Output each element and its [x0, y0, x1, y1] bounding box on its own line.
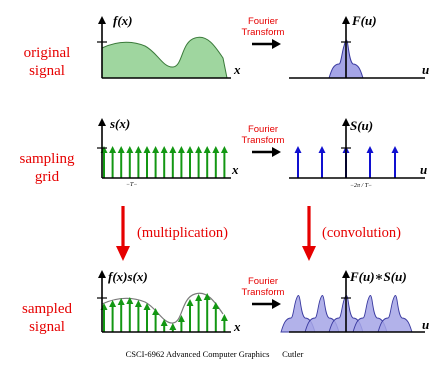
grid-spike-head [212, 146, 220, 153]
s-x-label: s(x) [110, 116, 131, 131]
sampled-spike-head [117, 298, 125, 305]
grid-spikes [100, 146, 228, 178]
spectrum-replica [352, 295, 388, 333]
sampled-envelope [101, 292, 224, 324]
spectrum-spike-head [366, 146, 374, 153]
ft-line1: Fourier [247, 276, 279, 287]
spectrum-S-plot [289, 118, 425, 179]
convolution-label: (convolution) [322, 225, 401, 241]
sampled-spike-head [126, 297, 134, 304]
spectrum-spike-head [391, 146, 399, 153]
S-u-label: S(u) [350, 118, 374, 133]
grid-spike-head [143, 146, 151, 153]
original-signal-fill [101, 36, 228, 79]
y-arrowhead [342, 270, 350, 278]
sampling-grid-plot [97, 118, 231, 179]
row-label-line2: grid [34, 169, 60, 185]
ft-line1: Fourier [247, 124, 279, 135]
row-label-line2: signal [29, 63, 65, 79]
y-arrowhead [342, 16, 350, 24]
row-label-sampling: sampling grid [2, 150, 92, 186]
u-axis-label: u [422, 317, 429, 332]
transform-arrow [252, 147, 281, 157]
sampled-spikes [100, 293, 228, 332]
sampled-signal-plot [97, 270, 231, 333]
slide-footer: CSCI-6962 Advanced Computer Graphics Cut… [0, 349, 429, 359]
row-label-line2: signal [29, 319, 65, 335]
grid-spike-head [177, 146, 185, 153]
spectrum-replica [304, 295, 340, 333]
y-arrowhead [98, 270, 106, 278]
fourier-transform-label: Fourier Transform [228, 16, 298, 38]
grid-spike-head [152, 146, 160, 153]
row-label-sampled: sampled signal [2, 300, 92, 336]
f-x-label: f(x) [113, 13, 133, 28]
ft-line2: Transform [241, 287, 285, 298]
footer-course: CSCI-6962 Advanced Computer Graphics [125, 349, 270, 359]
convolved-spectrum-plot [280, 270, 425, 333]
grid-spike-head [134, 146, 142, 153]
x-axis-label: x [234, 62, 241, 77]
fourier-transform-label: Fourier Transform [228, 124, 298, 146]
grid-spike-head [126, 146, 134, 153]
sampled-spike-head [186, 299, 194, 306]
ft-line2: Transform [241, 135, 285, 146]
convolution-arrow [302, 206, 316, 261]
row-label-original: original signal [2, 44, 92, 80]
x-axis-label: x [232, 162, 239, 177]
row-label-line1: sampling [19, 151, 75, 167]
sampled-spike-head [220, 314, 228, 321]
sampled-spike-head [160, 319, 168, 326]
u-axis-label: u [420, 162, 428, 177]
sampled-spike-head [169, 323, 177, 330]
multiplication-arrow [116, 206, 130, 261]
grid-spike-head [203, 146, 211, 153]
y-arrowhead [98, 118, 106, 126]
y-arrowhead [98, 16, 106, 24]
sampled-spike-head [109, 300, 117, 307]
transform-arrow [252, 299, 281, 309]
spectrum-spike-head [318, 146, 326, 153]
row-label-line1: original [23, 45, 71, 61]
sampled-spike-head [134, 300, 142, 307]
sampled-spike-head [203, 293, 211, 300]
F-u-label: F(u) [352, 13, 377, 28]
grid-spike-head [109, 146, 117, 153]
grid-spike-head [220, 146, 228, 153]
grid-spike-head [186, 146, 194, 153]
footer-author: Cutler [282, 349, 304, 359]
spectrum-F-plot [289, 16, 425, 79]
y-arrowhead [342, 118, 350, 126]
grid-spike-head [160, 146, 168, 153]
u-axis-label: u [422, 62, 429, 77]
transform-arrow [252, 39, 281, 49]
ft-line1: Fourier [247, 16, 279, 27]
fourier-transform-label: Fourier Transform [228, 276, 298, 298]
grid-spike-head [195, 146, 203, 153]
sampled-spike-head [143, 303, 151, 310]
sampled-spike-head [195, 294, 203, 301]
grid-spike-head [117, 146, 125, 153]
grid-spacing-T: −T− [126, 182, 138, 188]
x-axis-label: x [234, 319, 241, 334]
row-label-line1: sampled [22, 301, 72, 317]
spectrum-spacing-2pi-T: −2π / T− [350, 183, 373, 189]
spectrum-replica [377, 295, 413, 333]
original-signal-plot [97, 16, 231, 79]
ft-line2: Transform [241, 27, 285, 38]
sampled-spike-head [152, 308, 160, 315]
multiplication-label: (multiplication) [137, 225, 229, 241]
FS-u-label: F(u)∗S(u) [350, 269, 407, 284]
fs-x-label: f(x)s(x) [108, 269, 148, 284]
spectrum-spike-head [294, 146, 302, 153]
sampled-spike-head [212, 302, 220, 309]
grid-spike-head [169, 146, 177, 153]
sampled-spike-head [177, 315, 185, 322]
spectrum-replica [280, 295, 316, 333]
